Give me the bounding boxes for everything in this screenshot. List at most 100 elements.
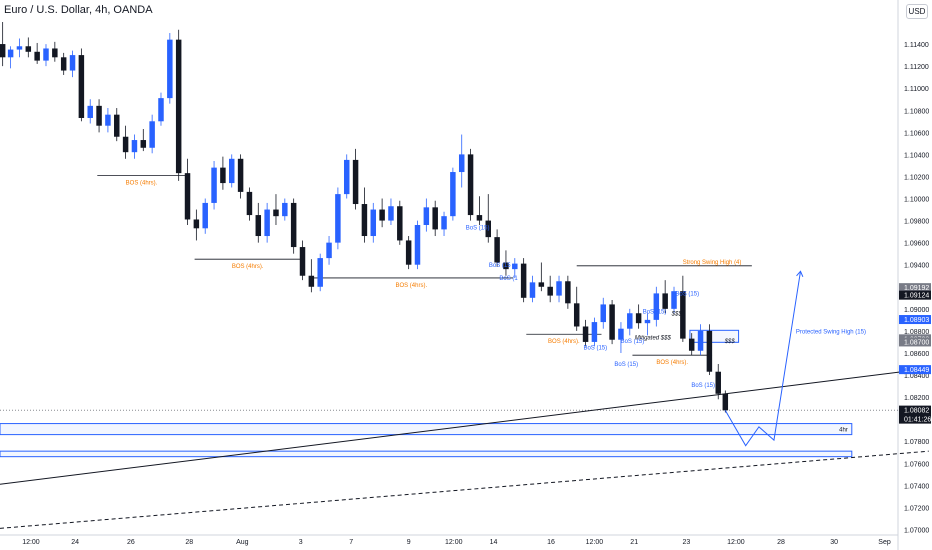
candle-body [282, 202, 288, 217]
candle-body [671, 291, 677, 309]
candle-body [69, 55, 76, 71]
x-tick-label: 23 [682, 539, 690, 546]
candle-body [255, 215, 262, 237]
candle-body [565, 281, 571, 304]
level-label: Protected Swing High (15) [796, 329, 866, 335]
candle-body [52, 48, 58, 58]
y-tick-label: 1.08200 [904, 395, 929, 402]
zone-label: 4hr [839, 428, 848, 434]
projection-arrowhead [796, 270, 804, 278]
candle-body [264, 209, 270, 237]
candles[interactable] [0, 22, 729, 413]
price-marker-text: 1.08903 [904, 317, 929, 324]
candle-body [273, 209, 279, 217]
candle-body [503, 262, 509, 270]
y-tick-label: 1.10000 [904, 197, 929, 204]
candle-body [317, 258, 323, 287]
liquidity-label: $$$ [671, 311, 683, 317]
candle-body [0, 44, 6, 58]
candle-body [43, 48, 49, 61]
level-label: BOS (4hrs). [232, 264, 264, 270]
y-tick-label: 1.11200 [904, 64, 929, 71]
y-tick-label: 1.08800 [904, 329, 929, 336]
x-tick-label: 28 [185, 539, 193, 546]
price-marker-text: 1.08700 [904, 339, 929, 346]
zone-rect [0, 423, 853, 436]
bos-15-label: BoS (15) [691, 383, 715, 389]
candle-body [680, 291, 686, 339]
y-tick-label: 1.09800 [904, 219, 929, 226]
price-marker-text: 1.08449 [904, 367, 929, 374]
candle-body [688, 338, 695, 351]
candle-body [388, 206, 394, 221]
candle-body [158, 98, 164, 122]
dashed-trendline [0, 450, 929, 529]
x-tick-label: 9 [407, 539, 411, 546]
currency-button[interactable]: USD [906, 4, 928, 19]
x-tick-label: 3 [299, 539, 303, 546]
bos-15-label: BoS (15) [643, 309, 667, 315]
liquidity-label: $$$ [724, 339, 736, 345]
trendline [0, 367, 929, 485]
candle-body [529, 282, 536, 298]
x-tick-label: 12:00 [445, 539, 463, 546]
x-tick-label: Sep [878, 539, 891, 546]
x-tick-label: 21 [630, 539, 638, 546]
trend-lines [0, 367, 929, 529]
candle-body [149, 121, 155, 148]
candle-body [237, 158, 244, 192]
candle-body [131, 140, 138, 153]
chart-title: Euro / U.S. Dollar, 4h, OANDA [4, 4, 153, 16]
price-marker-bg [899, 405, 931, 424]
candle-body [627, 313, 633, 329]
candle-body [706, 330, 713, 372]
candle-body [662, 293, 668, 309]
price-marker-text: 1.08082 [904, 408, 929, 415]
price-marker-text: 1.09192 [904, 285, 929, 292]
candle-body [512, 263, 518, 270]
candle-body [25, 46, 32, 52]
candle-body [441, 216, 447, 230]
price-axis-bg [898, 0, 932, 550]
x-tick-label: 28 [777, 539, 785, 546]
price-marker-bg [899, 290, 931, 300]
structure-levels: BOS (4hrs). BOS (4hrs). BOS (4hrs). BOS (4h… [97, 174, 866, 366]
candle-body [352, 159, 359, 205]
candle-body [290, 202, 297, 248]
x-tick-label: 30 [830, 539, 838, 546]
y-tick-label: 1.08400 [904, 373, 929, 380]
candle-body [405, 240, 412, 265]
candle-body [397, 206, 403, 241]
price-markers: 1.091921.091241.089031.087281.087001.084… [899, 283, 931, 424]
x-tick-label: Aug [236, 539, 249, 546]
x-tick-label: 12:00 [586, 539, 604, 546]
level-label: Strong Swing High (4) [683, 260, 742, 266]
x-tick-label: 26 [127, 539, 135, 546]
candle-body [175, 39, 182, 174]
candle-body [105, 114, 111, 126]
bos-15-label: BoS (15) [614, 362, 638, 368]
candle-body [697, 330, 704, 351]
projection-line [724, 271, 801, 447]
y-tick-label: 1.09400 [904, 263, 929, 270]
candle-body [722, 393, 729, 411]
candle-body [520, 263, 527, 298]
y-tick-label: 1.07200 [904, 505, 929, 512]
time-axis[interactable]: 12:00 24 26 28 Aug 3 7 9 12:00 14 16 12:00 21 23 12:00… [22, 539, 891, 546]
candle-body [458, 154, 465, 173]
candle-body [229, 158, 235, 184]
candle-body [450, 172, 456, 217]
candle-body [644, 319, 651, 324]
y-tick-label: 1.10600 [904, 130, 929, 137]
zones: 4hr [0, 423, 853, 458]
candle-body [573, 303, 580, 327]
candle-body [379, 209, 385, 221]
y-tick-label: 1.09000 [904, 307, 929, 314]
candle-body [96, 105, 102, 126]
candle-body [591, 322, 598, 342]
x-tick-label: 12:00 [22, 539, 40, 546]
level-label: BOS (4hrs). [126, 180, 158, 186]
y-tick-label: 1.10800 [904, 108, 929, 115]
